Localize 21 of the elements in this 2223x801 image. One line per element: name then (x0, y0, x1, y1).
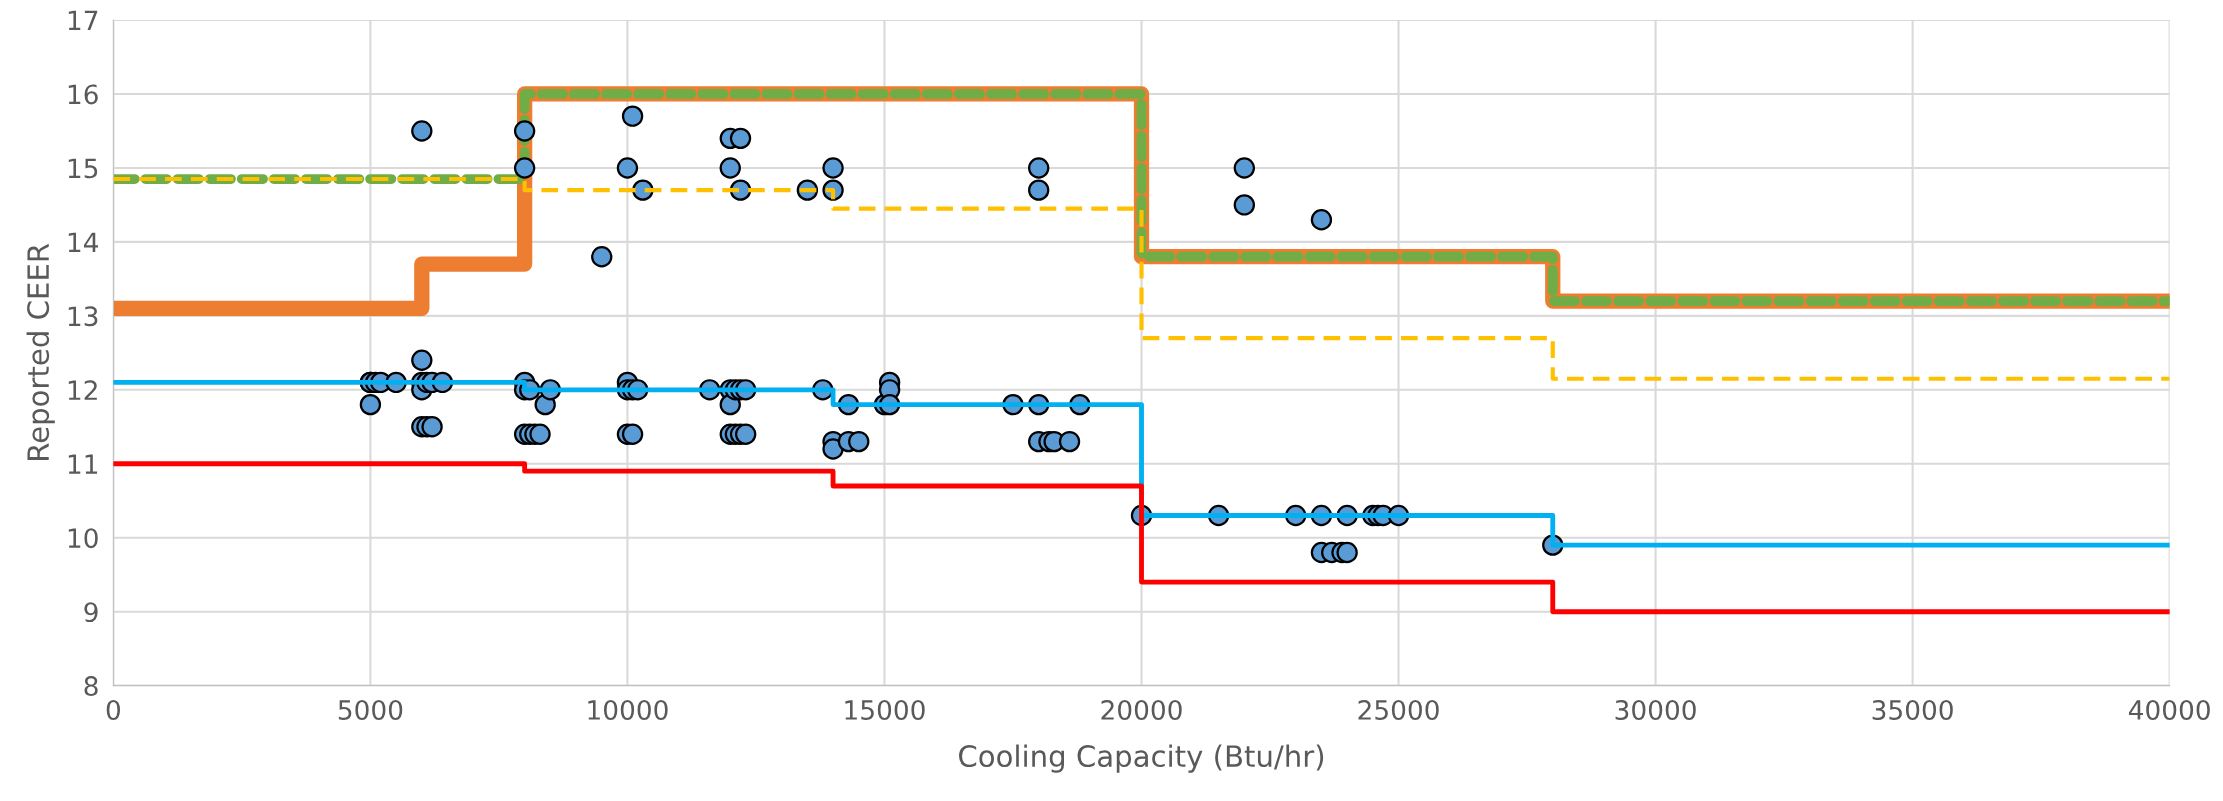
y-tick-label: 12 (68, 380, 97, 400)
y-tick-label: 15 (68, 158, 98, 179)
x-tick-label: 5000 (338, 700, 403, 720)
x-tick-label: 10000 (588, 700, 668, 720)
y-tick-label: 14 (68, 232, 98, 252)
y-tick-label: 11 (68, 454, 98, 474)
x-axis-title: Cooling Capacity (Btu/hr) (959, 744, 1324, 773)
x-tick-label: 15000 (845, 700, 925, 720)
y-tick-label: 8 (84, 676, 98, 697)
y-tick-label: 16 (68, 84, 98, 105)
x-tick-label: 0 (106, 700, 121, 720)
y-tick-label: 10 (68, 528, 98, 549)
x-tick-label: 30000 (1615, 700, 1696, 720)
x-tick-label: 35000 (1872, 700, 1953, 720)
x-tick-label: 25000 (1358, 700, 1439, 720)
x-tick-label: 40000 (2128, 700, 2210, 720)
y-axis-title: Reported CEER (26, 243, 55, 460)
y-tick-label: 13 (68, 306, 98, 327)
y-tick-label: 17 (68, 10, 98, 31)
y-tick-label: 9 (84, 602, 98, 623)
x-tick-label: 20000 (1101, 700, 1182, 720)
